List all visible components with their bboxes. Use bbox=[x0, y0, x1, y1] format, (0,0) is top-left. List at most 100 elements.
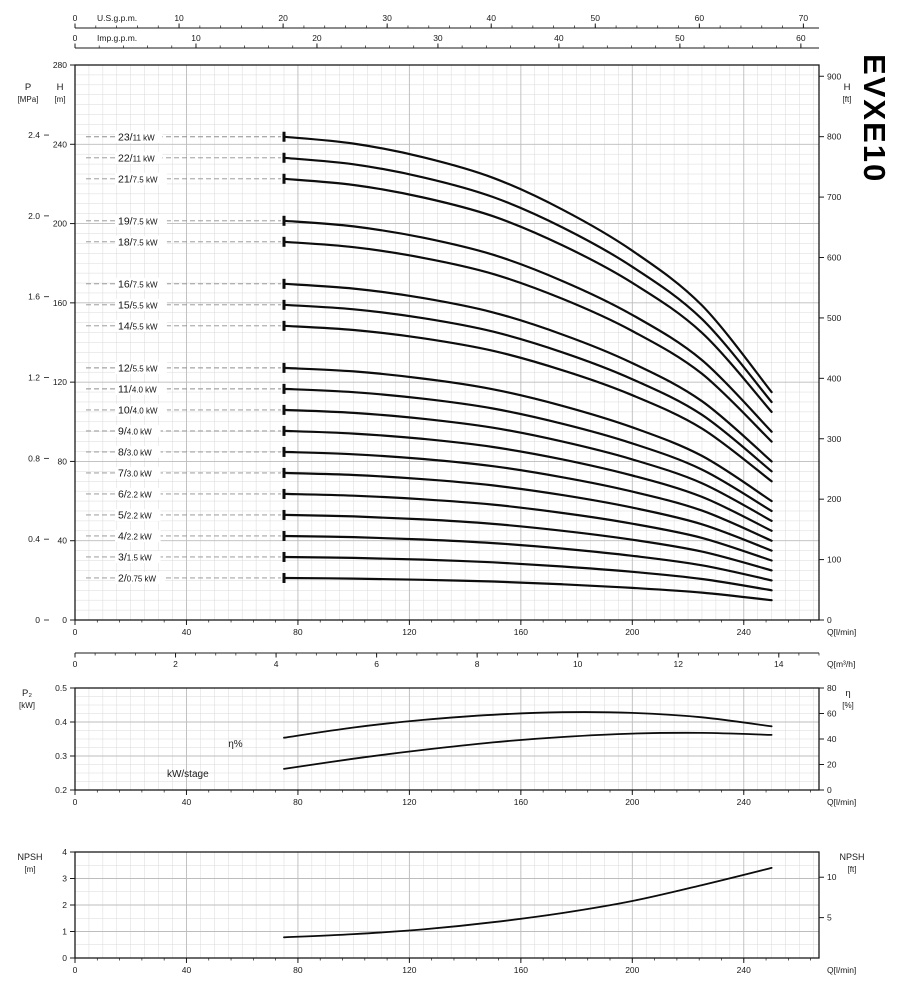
stage-label-bg bbox=[115, 172, 167, 185]
axis-unit-label: U.S.g.p.m. bbox=[97, 13, 137, 23]
stage-label: 3/1.5 kW bbox=[118, 551, 152, 563]
tick-label: 2 bbox=[62, 900, 67, 910]
tick-label: 10 bbox=[191, 33, 201, 43]
tick-label: 500 bbox=[827, 313, 841, 323]
efficiency-curve bbox=[283, 711, 773, 739]
tick-label: 240 bbox=[737, 797, 751, 807]
pump-curve-19 bbox=[282, 219, 773, 433]
stage-label-bg bbox=[115, 235, 167, 248]
axis-unit-label: P bbox=[25, 82, 31, 93]
tick-label: 120 bbox=[402, 965, 416, 975]
stage-label-bg bbox=[115, 319, 167, 332]
stage-label: 4/2.2 kW bbox=[118, 530, 152, 542]
tick-label: 40 bbox=[182, 965, 192, 975]
stage-label: 10/4.0 kW bbox=[118, 404, 158, 416]
tick-label: 0.3 bbox=[55, 751, 67, 761]
stage-label-bg bbox=[115, 298, 167, 311]
pump-curve-15 bbox=[282, 303, 773, 473]
tick-label: 20 bbox=[312, 33, 322, 43]
tick-label: 80 bbox=[293, 965, 303, 975]
x-axis-unit-label: Q[l/min] bbox=[827, 797, 856, 807]
stage-label: 5/2.2 kW bbox=[118, 509, 152, 521]
stage-label: 14/5.5 kW bbox=[118, 320, 158, 332]
tick-label: 10 bbox=[573, 659, 583, 669]
p-tick-label: 2.0 bbox=[28, 211, 40, 221]
axis-unit-label: [kW] bbox=[19, 701, 35, 710]
tick-label: 900 bbox=[827, 71, 841, 81]
tick-label: 120 bbox=[53, 377, 67, 387]
tick-label: 300 bbox=[827, 434, 841, 444]
stage-label-bg bbox=[115, 445, 161, 458]
tick-label: 200 bbox=[53, 219, 67, 229]
pump-curve-22 bbox=[282, 156, 773, 404]
p-tick-label: 2.4 bbox=[28, 130, 40, 140]
tick-label: 0 bbox=[73, 797, 78, 807]
x-axis-unit-label: Q[l/min] bbox=[827, 627, 856, 637]
p-tick-label: 0.4 bbox=[28, 534, 40, 544]
tick-label: 6 bbox=[374, 659, 379, 669]
stage-label: 7/3.0 kW bbox=[118, 467, 152, 479]
pump-curve-5 bbox=[282, 513, 773, 572]
pump-curve-3 bbox=[282, 555, 773, 592]
axis-unit-label: [MPa] bbox=[18, 95, 39, 104]
stage-label-bg bbox=[115, 151, 163, 164]
stage-label: 8/3.0 kW bbox=[118, 446, 152, 458]
tick-label: 40 bbox=[58, 536, 68, 546]
axis-unit-label: H bbox=[844, 82, 851, 93]
stage-label: 19/7.5 kW bbox=[118, 215, 158, 227]
tick-label: 240 bbox=[737, 627, 751, 637]
tick-label: 160 bbox=[514, 797, 528, 807]
pump-curve-12 bbox=[282, 366, 773, 503]
plot-frame bbox=[74, 64, 820, 621]
axis-unit-label: [ft] bbox=[848, 865, 857, 874]
p-tick-label: 1.6 bbox=[28, 292, 40, 302]
p-tick-label: 0.8 bbox=[28, 453, 40, 463]
pump-curve-4 bbox=[282, 534, 773, 582]
tick-label: 240 bbox=[737, 965, 751, 975]
pump-curve-23 bbox=[282, 135, 773, 394]
stage-label: 21/7.5 kW bbox=[118, 173, 158, 185]
stage-label-bg bbox=[115, 571, 166, 584]
stage-label-bg bbox=[115, 403, 167, 416]
tick-label: 0 bbox=[62, 615, 67, 625]
pump-curve-14 bbox=[282, 324, 773, 483]
stage-label: 23/11 kW bbox=[118, 131, 155, 143]
tick-label: 50 bbox=[675, 33, 685, 43]
tick-label: 40 bbox=[554, 33, 564, 43]
power-per-stage-curve bbox=[283, 731, 773, 770]
tick-label: 200 bbox=[827, 494, 841, 504]
tick-label: 240 bbox=[53, 139, 67, 149]
tick-label: 160 bbox=[53, 298, 67, 308]
pump-curve-2 bbox=[282, 576, 773, 602]
p-tick-label: 1.2 bbox=[28, 373, 40, 383]
stage-label: 18/7.5 kW bbox=[118, 236, 158, 248]
tick-label: 4 bbox=[274, 659, 279, 669]
tick-label: 0 bbox=[73, 33, 78, 43]
stage-label: 2/0.75 kW bbox=[118, 572, 157, 584]
axis-unit-label: NPSH bbox=[17, 852, 42, 862]
tick-label: 200 bbox=[625, 627, 639, 637]
tick-label: 200 bbox=[625, 797, 639, 807]
tick-label: 30 bbox=[382, 13, 392, 23]
p-tick-label: 0 bbox=[35, 615, 40, 625]
tick-label: 80 bbox=[293, 627, 303, 637]
stage-label-bg bbox=[115, 424, 161, 437]
top-axis-impgpm: 0 10 20 30 40 50 60 Imp.g.p.m. bbox=[73, 33, 819, 49]
stage-label: 12/5.5 kW bbox=[118, 362, 158, 374]
tick-label: 2 bbox=[173, 659, 178, 669]
tick-label: 160 bbox=[514, 965, 528, 975]
tick-label: 3 bbox=[62, 874, 67, 884]
tick-label: 40 bbox=[486, 13, 496, 23]
stage-label: 11/4.0 kW bbox=[118, 383, 157, 395]
tick-label: 80 bbox=[58, 456, 68, 466]
head-flow-chart: 0408012016020024028000.40.81.21.62.02.40… bbox=[18, 60, 857, 669]
axis-unit-label: P₂ bbox=[22, 688, 32, 699]
tick-label: 10 bbox=[174, 13, 184, 23]
tick-label: 60 bbox=[695, 13, 705, 23]
tick-label: 0 bbox=[827, 785, 832, 795]
stage-label-bg bbox=[115, 466, 161, 479]
tick-label: 0.4 bbox=[55, 717, 67, 727]
